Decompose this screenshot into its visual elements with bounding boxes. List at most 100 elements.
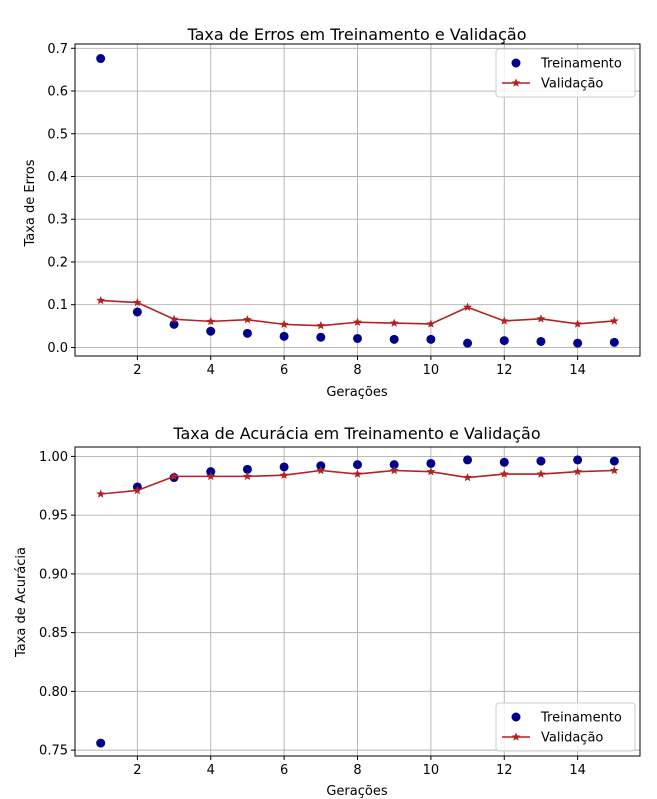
legend: Treinamento Validação <box>495 48 636 98</box>
data-point <box>573 455 583 465</box>
data-point <box>243 471 252 481</box>
data-point <box>426 458 436 468</box>
y-tick-label: 1.00 <box>39 450 68 465</box>
data-point <box>279 462 289 472</box>
data-point <box>499 316 509 325</box>
x-tick-label: 10 <box>423 363 440 378</box>
data-point <box>96 738 106 748</box>
data-point <box>242 464 252 474</box>
x-tick-label: 10 <box>423 763 440 778</box>
data-point <box>536 456 546 466</box>
data-point <box>426 319 436 328</box>
error-rate-chart: Taxa de Erros em Treinamento e Validação… <box>23 25 641 400</box>
legend-marker <box>511 78 521 87</box>
series-validação <box>96 465 619 498</box>
y-tick-label: 0.0 <box>47 341 68 356</box>
data-point <box>536 336 546 346</box>
data-point <box>96 295 106 305</box>
x-tick-label: 12 <box>496 363 513 378</box>
data-point <box>316 321 326 330</box>
x-tick-label: 12 <box>496 763 513 778</box>
data-point <box>573 467 582 476</box>
data-point <box>463 302 472 311</box>
x-tick-label: 6 <box>280 363 288 378</box>
data-point <box>243 315 252 324</box>
data-point <box>206 467 216 477</box>
x-tick-label: 2 <box>133 763 141 778</box>
data-point <box>242 328 252 338</box>
legend-label: Validação <box>541 77 603 92</box>
series-validação <box>96 295 619 330</box>
legend-label: Treinamento <box>540 711 622 726</box>
data-point <box>353 469 362 478</box>
y-tick-label: 0.7 <box>47 42 68 57</box>
data-point <box>279 319 289 329</box>
data-point <box>316 465 326 475</box>
legend-entry: Validação <box>502 731 603 746</box>
data-point <box>609 465 619 475</box>
data-point <box>279 331 289 341</box>
y-tick-label: 0.85 <box>39 626 68 641</box>
x-tick-label: 4 <box>207 363 215 378</box>
data-point <box>169 471 179 481</box>
data-point <box>499 457 509 467</box>
data-point <box>389 318 399 327</box>
x-axis-label: Gerações <box>326 385 387 400</box>
accuracy-chart: Taxa de Acurácia em Treinamento e Valida… <box>14 424 641 799</box>
legend-marker <box>511 712 521 722</box>
legend: Treinamento Validação <box>495 702 636 752</box>
data-point <box>96 54 106 64</box>
plot-frame <box>74 446 641 757</box>
legend-marker <box>511 58 521 68</box>
data-point <box>609 316 619 325</box>
data-point <box>279 470 289 479</box>
x-tick-label: 14 <box>569 763 586 778</box>
data-point <box>573 319 582 328</box>
data-point <box>609 456 619 466</box>
data-point <box>499 469 509 478</box>
y-tick-label: 0.90 <box>39 567 68 582</box>
legend-entry: Treinamento <box>511 711 622 726</box>
data-point <box>573 338 583 348</box>
legend-entry: Treinamento <box>511 57 622 72</box>
y-tick-label: 0.80 <box>39 685 68 700</box>
x-tick-label: 6 <box>280 763 288 778</box>
data-point <box>426 467 436 476</box>
data-point <box>206 326 216 336</box>
data-point <box>353 460 362 470</box>
y-tick-label: 0.95 <box>39 509 68 524</box>
x-tick-label: 8 <box>353 363 361 378</box>
data-point <box>169 314 179 323</box>
y-tick-label: 0.4 <box>47 170 68 185</box>
data-point <box>132 307 142 317</box>
legend-label: Validação <box>541 731 603 746</box>
x-tick-label: 2 <box>133 363 141 378</box>
data-point <box>463 472 472 482</box>
y-tick-label: 0.5 <box>47 127 68 142</box>
legend-box <box>495 702 636 752</box>
data-point <box>609 337 619 347</box>
x-tick-label: 4 <box>207 763 215 778</box>
data-point <box>463 455 473 465</box>
y-tick-label: 0.3 <box>47 213 68 228</box>
data-point <box>353 317 362 326</box>
data-point <box>133 297 142 307</box>
data-point <box>206 316 216 326</box>
data-point <box>389 465 399 475</box>
data-point <box>536 314 546 323</box>
data-point <box>389 334 399 344</box>
legend-box <box>495 48 636 98</box>
data-point <box>316 332 326 342</box>
data-point <box>389 460 399 470</box>
x-tick-label: 8 <box>353 763 361 778</box>
data-point <box>426 334 436 344</box>
data-point <box>463 338 473 348</box>
data-point <box>316 461 326 471</box>
series-treinamento <box>96 54 619 348</box>
x-tick-label: 14 <box>569 363 586 378</box>
legend-label: Treinamento <box>540 57 622 72</box>
y-tick-label: 0.6 <box>47 85 68 100</box>
y-tick-label: 0.2 <box>47 255 68 270</box>
